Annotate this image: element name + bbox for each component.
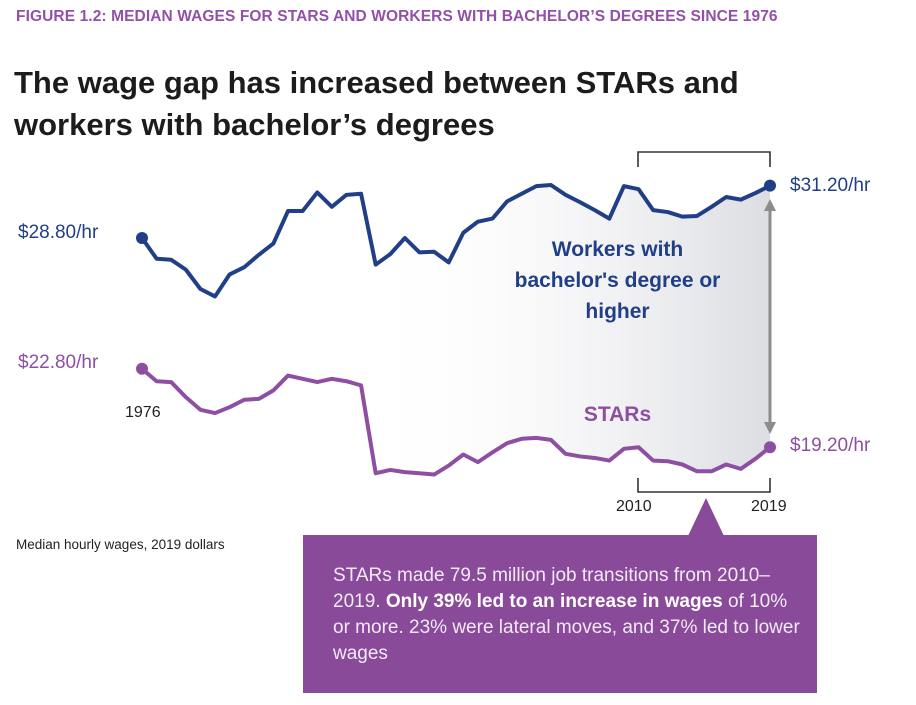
figure-label: FIGURE 1.2: MEDIAN WAGES FOR STARS AND W… [16,8,778,25]
bachelors-start-point [136,232,148,244]
callout-text-bold: Only 39% led to an increase in wages [385,591,723,612]
stars-line [140,367,772,477]
bachelors-series-label: Workers with bachelor's degree or higher [514,238,721,323]
year-label-2019: 2019 [751,498,787,515]
stars-series-label: STARs [583,403,652,426]
stars-end-point [764,441,776,454]
units-note: Median hourly wages, 2019 dollars [16,537,225,552]
stars-end-label: $19.20/hr [790,435,871,456]
headline: The wage gap has increased between STARs… [14,65,739,142]
stars-start-point [136,362,148,375]
bachelors-end-label: $31.20/hr [790,175,871,196]
callout-text: STARs made 79.5 million job transitions … [333,563,803,667]
bottom-bracket [637,478,771,493]
wage-gap-area [361,185,770,475]
callout-pointer [688,498,724,536]
top-bracket [637,151,771,167]
year-label-1976: 1976 [125,404,161,421]
bachelors-end-point [764,179,776,192]
year-label-2010: 2010 [616,498,652,515]
stars-start-label: $22.80/hr [18,352,99,373]
callout-text-part1: STARs made 79.5 million job transitions … [333,565,770,612]
bachelors-line [140,183,771,299]
bachelors-start-label: $28.80/hr [18,222,99,243]
callout-box: STARs made 79.5 million job transitions … [303,535,817,693]
callout-text-part2: of 10% or more. 23% were lateral moves, … [333,591,800,664]
